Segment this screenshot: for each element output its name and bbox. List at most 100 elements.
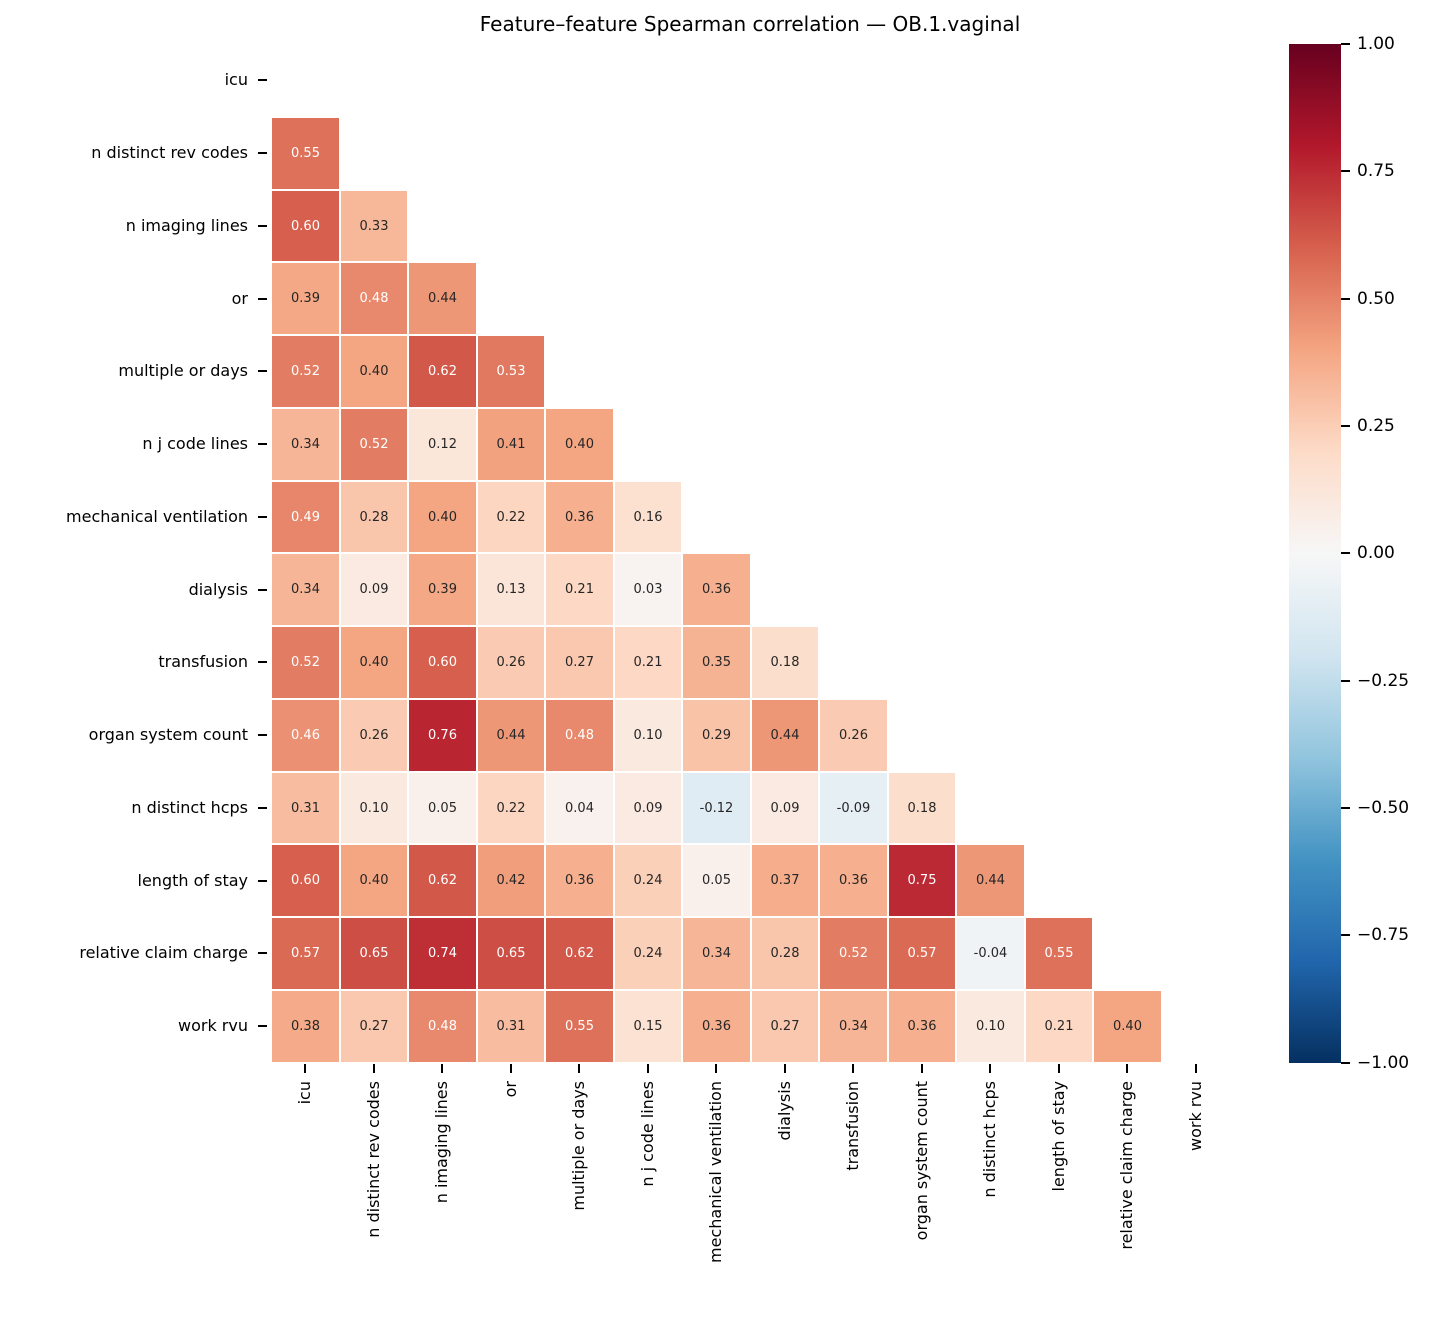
- heatmap-cell: 0.49: [271, 481, 340, 553]
- heatmap-cell: 0.03: [614, 553, 682, 626]
- heatmap-cell: 0.28: [340, 481, 408, 553]
- heatmap-cell: 0.37: [751, 844, 819, 917]
- heatmap-cell: -0.12: [682, 772, 751, 844]
- heatmap-cell: 0.26: [819, 699, 888, 772]
- cell-value: 0.05: [702, 873, 731, 888]
- heatmap-cell: 0.31: [271, 772, 340, 844]
- heatmap-cell: 0.10: [956, 990, 1025, 1063]
- x-tick-mark: [647, 1064, 649, 1073]
- cell-value: 0.62: [428, 873, 457, 888]
- y-axis-label: mechanical ventilation: [66, 507, 248, 526]
- heatmap-cell: 0.36: [545, 481, 614, 553]
- colorbar-tick-label: 0.00: [1357, 543, 1395, 563]
- cell-value: 0.55: [291, 146, 320, 161]
- heatmap-cell: 0.21: [545, 553, 614, 626]
- colorbar-tick-mark: [1341, 680, 1350, 682]
- cell-value: 0.38: [291, 1019, 320, 1034]
- cell-value: 0.57: [291, 946, 320, 961]
- x-tick-mark: [1195, 1064, 1197, 1073]
- cell-value: 0.36: [565, 509, 594, 525]
- heatmap-cell: 0.44: [408, 262, 477, 335]
- colorbar-tick-label: 1.00: [1357, 34, 1395, 54]
- cell-value: 0.31: [496, 1019, 526, 1034]
- cell-value: 0.05: [428, 800, 457, 816]
- heatmap-cell: 0.40: [340, 626, 408, 699]
- colorbar-tick-label: 0.50: [1357, 289, 1395, 309]
- y-axis-label: n imaging lines: [125, 216, 248, 235]
- heatmap-cell: 0.52: [271, 626, 340, 699]
- heatmap-cell: 0.40: [340, 335, 408, 408]
- cell-value: 0.39: [428, 582, 457, 597]
- heatmap-cell: -0.09: [819, 772, 888, 844]
- x-tick-mark: [578, 1064, 580, 1073]
- heatmap-cell: 0.74: [408, 917, 477, 990]
- cell-value: 0.44: [496, 728, 526, 743]
- y-tick-mark: [258, 952, 267, 954]
- heatmap-cell: 0.36: [819, 844, 888, 917]
- cell-value: 0.44: [976, 873, 1005, 888]
- cell-value: 0.53: [496, 364, 526, 379]
- y-axis-label: n j code lines: [142, 434, 248, 453]
- cell-value: 0.48: [565, 728, 594, 743]
- cell-value: 0.21: [633, 655, 663, 670]
- x-axis-label: multiple or days: [569, 1081, 588, 1211]
- heatmap-cell: 0.21: [1025, 990, 1093, 1063]
- colorbar-tick-mark: [1341, 170, 1350, 172]
- colorbar-tick-label: −0.50: [1357, 798, 1410, 818]
- colorbar-tick-label: −0.75: [1357, 925, 1410, 945]
- heatmap-cell: 0.05: [682, 844, 751, 917]
- y-tick-mark: [258, 807, 267, 809]
- heatmap-cell: 0.36: [545, 844, 614, 917]
- heatmap-cell: 0.12: [408, 408, 477, 481]
- heatmap-cell: 0.75: [888, 844, 956, 917]
- colorbar-tick-label: 0.25: [1357, 416, 1395, 436]
- colorbar-tick-mark: [1341, 1062, 1350, 1064]
- heatmap-cell: 0.27: [545, 626, 614, 699]
- cell-value: 0.18: [770, 655, 800, 670]
- cell-value: 0.36: [565, 873, 594, 888]
- x-axis-label: transfusion: [843, 1081, 862, 1171]
- cell-value: 0.62: [565, 946, 594, 961]
- cell-value: 0.37: [770, 873, 800, 888]
- heatmap-cell: 0.22: [477, 772, 545, 844]
- cell-value: 0.16: [633, 509, 663, 525]
- y-axis-label: multiple or days: [118, 361, 248, 380]
- cell-value: 0.15: [633, 1019, 663, 1034]
- colorbar-gradient: [1289, 44, 1341, 1063]
- cell-value: 0.36: [839, 873, 868, 888]
- y-tick-mark: [258, 1025, 267, 1027]
- cell-value: 0.28: [359, 509, 389, 525]
- heatmap-cell: 0.26: [340, 699, 408, 772]
- cell-value: 0.24: [633, 946, 663, 961]
- heatmap-cell: 0.24: [614, 844, 682, 917]
- heatmap-cell: 0.39: [271, 262, 340, 335]
- cell-value: 0.18: [907, 800, 937, 816]
- heatmap-cell: 0.18: [751, 626, 819, 699]
- y-axis-label: dialysis: [188, 580, 248, 599]
- cell-value: 0.04: [565, 800, 594, 816]
- cell-value: 0.62: [428, 364, 457, 379]
- y-axis-label: relative claim charge: [79, 943, 248, 962]
- cell-value: 0.35: [702, 655, 731, 670]
- heatmap-cell: 0.44: [751, 699, 819, 772]
- y-tick-mark: [258, 589, 267, 591]
- heatmap-cell: 0.55: [1025, 917, 1093, 990]
- heatmap-cell: 0.57: [271, 917, 340, 990]
- y-tick-mark: [258, 225, 267, 227]
- x-tick-mark: [989, 1064, 991, 1073]
- cell-value: 0.31: [291, 800, 320, 816]
- heatmap-cell: 0.55: [271, 117, 340, 190]
- heatmap-cell: 0.53: [477, 335, 545, 408]
- heatmap-cell: 0.60: [271, 844, 340, 917]
- heatmap-cell: 0.44: [477, 699, 545, 772]
- heatmap-cell: 0.52: [340, 408, 408, 481]
- y-tick-mark: [258, 443, 267, 445]
- x-tick-mark: [1058, 1064, 1060, 1073]
- cell-value: 0.60: [291, 873, 320, 888]
- heatmap-cell: 0.24: [614, 917, 682, 990]
- heatmap-cell: 0.10: [614, 699, 682, 772]
- colorbar-tick-label: −0.25: [1357, 671, 1410, 691]
- cell-value: 0.60: [428, 655, 457, 670]
- heatmap-cell: 0.48: [408, 990, 477, 1063]
- y-tick-mark: [258, 880, 267, 882]
